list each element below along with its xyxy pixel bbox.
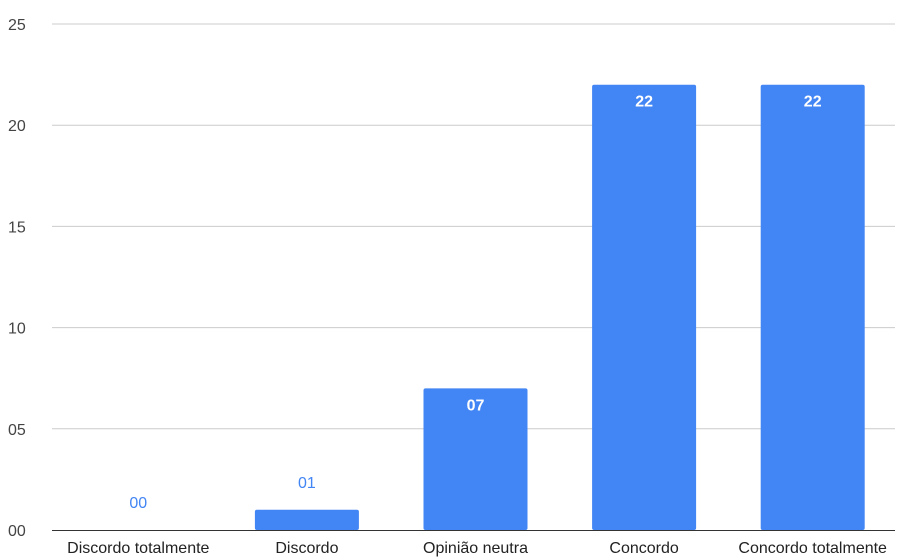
x-tick-label: Discordo: [275, 540, 338, 557]
grid-lines: [52, 23, 895, 430]
y-tick-label: 10: [8, 321, 26, 338]
y-tick-label: 20: [8, 118, 26, 135]
y-tick-label: 00: [8, 523, 26, 540]
data-labels: 00 01 07 22 22: [129, 94, 821, 512]
data-label: 22: [635, 94, 653, 111]
x-tick-label: Opinião neutra: [423, 540, 528, 557]
x-tick-label: Concordo totalmente: [738, 540, 887, 557]
bars: [254, 84, 865, 530]
data-label: 00: [129, 495, 147, 512]
bar: [254, 509, 359, 530]
x-tick-label: Discordo totalmente: [67, 540, 209, 557]
bar: [592, 84, 697, 530]
data-label: 07: [467, 397, 485, 414]
bar: [760, 84, 865, 530]
y-tick-label: 05: [8, 422, 26, 439]
x-tick-label: Concordo: [609, 540, 678, 557]
y-axis-ticks: 00 05 10 15 20 25: [8, 17, 26, 540]
y-tick-label: 25: [8, 17, 26, 34]
bar: [423, 388, 528, 530]
data-label: 22: [804, 94, 822, 111]
y-tick-label: 15: [8, 219, 26, 236]
data-label: 01: [298, 475, 316, 492]
x-axis-labels: Discordo totalmente Discordo Opinião neutr…: [67, 540, 887, 557]
